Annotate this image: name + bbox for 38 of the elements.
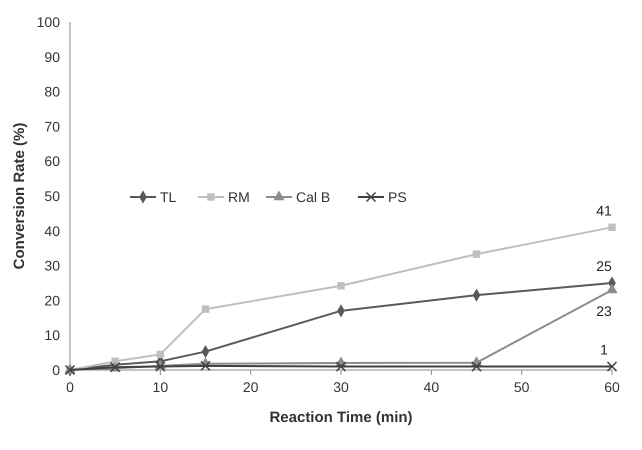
y-tick-label: 50 <box>44 188 60 204</box>
point <box>202 305 210 313</box>
point <box>608 224 616 232</box>
data-label: 25 <box>596 258 612 274</box>
point <box>156 350 164 358</box>
legend-label: Cal B <box>296 188 330 205</box>
x-tick-label: 30 <box>333 379 349 395</box>
y-tick-label: 80 <box>44 84 60 100</box>
data-label: 23 <box>596 302 612 319</box>
x-tick-label: 20 <box>242 379 259 395</box>
y-tick-label: 10 <box>44 327 60 344</box>
legend-label: PS <box>388 188 407 205</box>
y-tick-label: 40 <box>44 222 60 239</box>
y-tick-label: 0 <box>52 362 60 378</box>
point <box>337 282 345 290</box>
data-label: 41 <box>596 202 612 218</box>
x-tick-label: 0 <box>66 379 74 395</box>
point <box>471 361 482 372</box>
legend-label: RM <box>228 188 250 205</box>
x-axis-title: Reaction Time (min) <box>269 409 413 426</box>
point <box>472 250 480 258</box>
data-label: 1 <box>600 342 608 358</box>
point <box>336 361 346 372</box>
point <box>155 361 166 372</box>
y-axis-title: Conversion Rate (%) <box>11 122 28 270</box>
point <box>200 360 211 372</box>
x-tick-label: 10 <box>152 379 168 395</box>
point <box>606 361 618 372</box>
y-tick-label: 90 <box>44 48 60 65</box>
y-tick-label: 20 <box>44 292 60 308</box>
y-tick-label: 100 <box>36 14 60 30</box>
y-tick-label: 70 <box>44 118 60 134</box>
x-tick-label: 40 <box>424 379 440 395</box>
y-tick-label: 30 <box>44 258 60 274</box>
x-tick-label: 50 <box>514 379 530 395</box>
y-tick-label: 60 <box>44 153 60 170</box>
x-tick-label: 60 <box>604 379 620 395</box>
legend-label: TL <box>160 188 177 205</box>
